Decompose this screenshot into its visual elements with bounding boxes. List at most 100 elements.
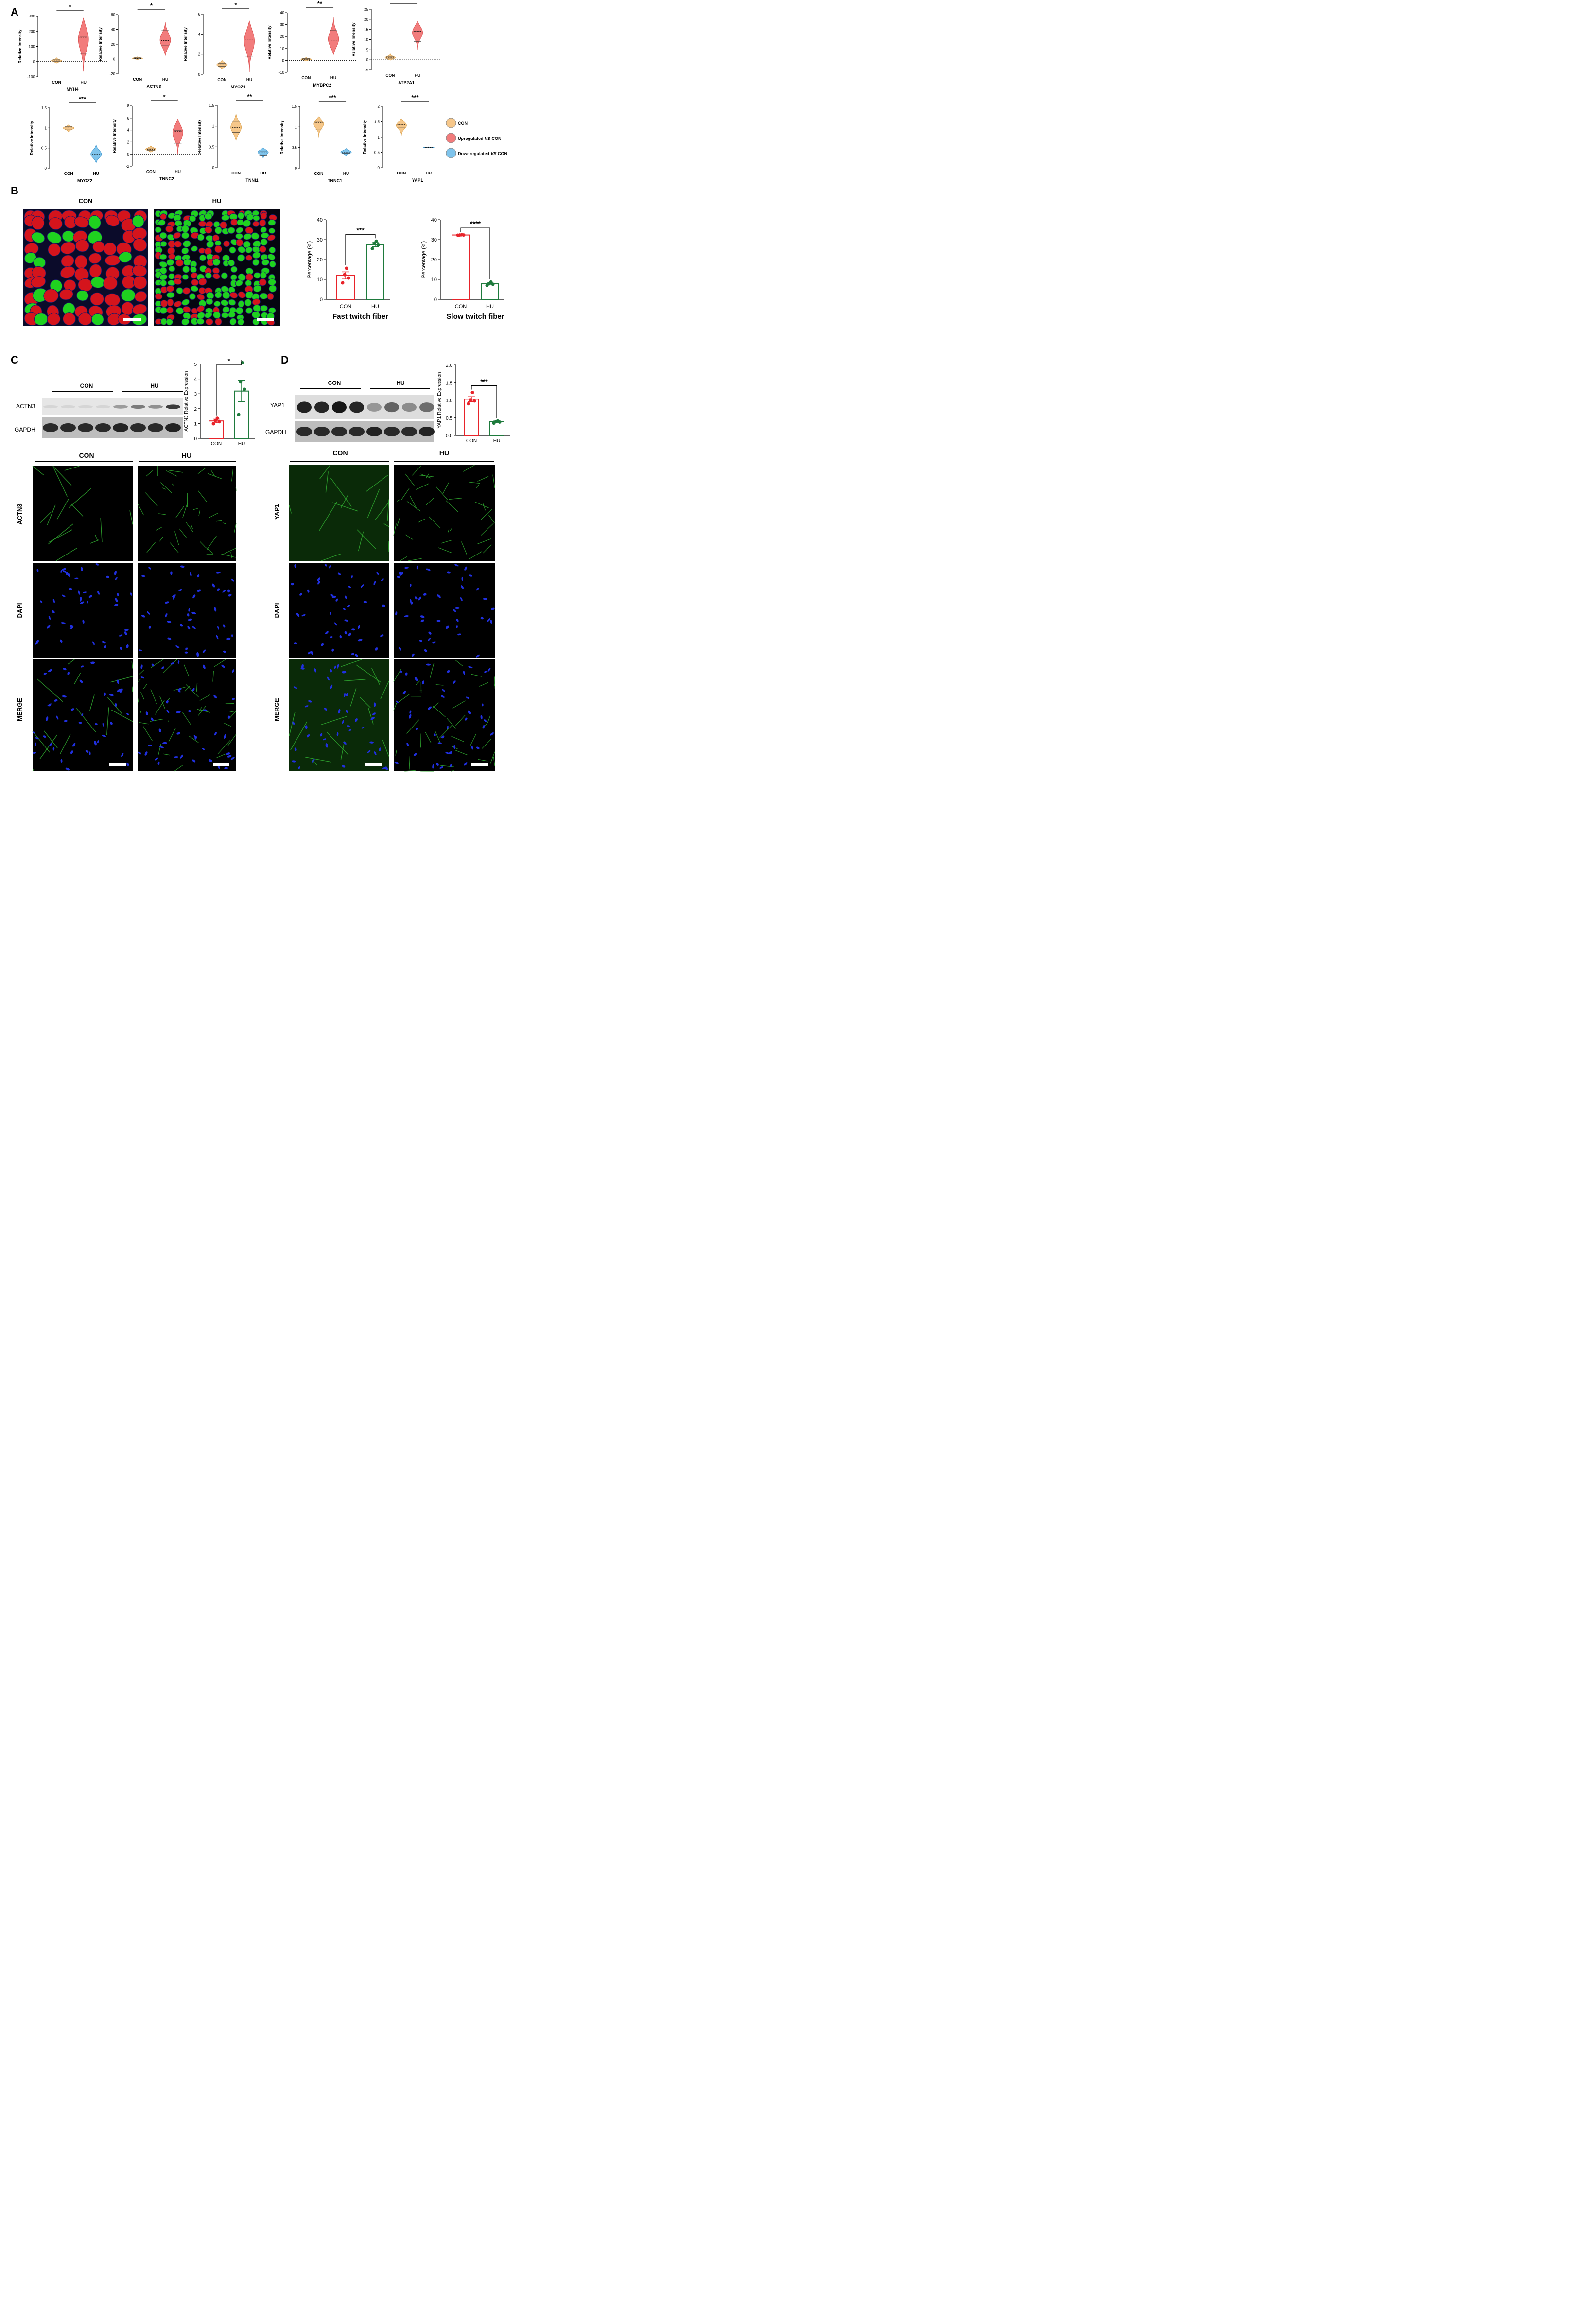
muscle-fiber — [60, 242, 76, 255]
y-tick-label: 30 — [317, 237, 323, 243]
y-tick-label: 0.5 — [446, 416, 452, 421]
membrane-stain — [405, 534, 414, 540]
membrane-stain — [76, 708, 96, 732]
nucleus — [165, 613, 168, 618]
membrane-stain — [455, 659, 463, 666]
nucleus — [490, 620, 493, 624]
nucleus — [409, 714, 412, 719]
nucleus — [484, 719, 487, 722]
nucleus — [330, 669, 332, 673]
membrane-stain — [461, 541, 468, 555]
muscle-fiber — [245, 246, 253, 254]
nucleus — [214, 731, 217, 736]
nucleus — [321, 643, 324, 646]
membrane-stain — [440, 765, 454, 767]
membrane-stain — [493, 756, 495, 766]
muscle-fiber — [213, 221, 220, 228]
x-tick-label: HU — [260, 171, 266, 175]
blot-c-hu-label: HU — [150, 382, 158, 389]
data-point — [347, 276, 350, 280]
membrane-stain — [146, 542, 156, 553]
nucleus — [117, 679, 119, 684]
data-point — [460, 233, 464, 237]
nucleus — [80, 596, 82, 602]
legend-label-up: Upregulated VS CON — [458, 136, 502, 141]
nucleus — [162, 742, 167, 744]
nucleus — [48, 616, 51, 620]
y-tick-label: 5 — [194, 362, 197, 367]
nucleus — [224, 734, 226, 739]
blot-band — [148, 405, 163, 409]
nucleus — [420, 615, 425, 618]
nucleus — [330, 594, 334, 597]
muscle-fiber — [182, 265, 190, 273]
panel-b-hu-label: HU — [212, 197, 222, 205]
membrane-stain — [408, 558, 422, 561]
nucleus — [489, 732, 494, 736]
nucleus — [62, 695, 67, 698]
nucleus — [476, 746, 480, 749]
membrane-stain — [469, 482, 480, 484]
y-tick-label: 0 — [198, 72, 201, 77]
y-tick-label: 4 — [198, 32, 201, 36]
nucleus — [64, 720, 68, 722]
nucleus — [347, 725, 350, 727]
y-tick-label: 60 — [111, 13, 115, 17]
bar-chart-fast: 0 10 20 30 40 Percentage (%) CON HU *** Fast twit… — [307, 217, 390, 321]
blot-c-top-label: ACTN3 — [16, 403, 35, 410]
nucleus — [375, 647, 378, 651]
muscle-fiber — [213, 300, 221, 307]
violin-hu — [258, 147, 269, 159]
membrane-stain — [450, 735, 465, 742]
muscle-fiber — [182, 306, 191, 313]
muscle-fiber — [259, 278, 267, 286]
y-tick-label: 8 — [127, 104, 130, 108]
nucleus — [148, 625, 151, 629]
violin-hu — [78, 17, 89, 72]
membrane-stain — [174, 764, 183, 772]
membrane-stain — [163, 659, 177, 673]
violin-con — [51, 57, 62, 64]
x-tick-label: CON — [231, 171, 241, 175]
membrane-stain — [321, 554, 341, 561]
membrane-stain — [452, 700, 466, 709]
blot-d-top-label: YAP1 — [270, 402, 285, 409]
membrane-stain — [90, 539, 100, 544]
muscle-fiber — [88, 253, 102, 264]
muscle-fiber — [166, 318, 173, 326]
membrane-stain — [406, 719, 419, 734]
membrane-stain — [212, 671, 214, 682]
if-image-merge2 — [138, 659, 237, 772]
membrane-stain — [143, 726, 153, 741]
nucleus — [119, 634, 123, 637]
nucleus — [217, 765, 220, 769]
blot-c-con-label: CON — [80, 382, 93, 389]
if-image-merge — [32, 659, 133, 772]
nucleus — [367, 750, 371, 753]
x-tick-label: HU — [246, 77, 252, 82]
nucleus — [114, 571, 117, 575]
membrane-stain — [222, 522, 227, 525]
membrane-stain — [37, 678, 64, 702]
muscle-fiber — [92, 241, 105, 253]
significance-stars: ** — [317, 0, 323, 7]
muscle-fiber — [229, 246, 236, 254]
y-tick-label: 0.5 — [41, 146, 47, 151]
nucleus — [422, 680, 425, 685]
membrane-stain — [401, 488, 410, 500]
muscle-fiber — [260, 271, 267, 279]
nucleus — [78, 590, 80, 595]
if-image-greenD — [289, 465, 389, 561]
nucleus — [158, 728, 161, 733]
nucleus — [327, 676, 330, 681]
muscle-fiber — [196, 305, 205, 312]
nucleus — [232, 669, 235, 673]
muscle-fiber — [189, 293, 196, 300]
muscle-fiber — [228, 311, 236, 318]
y-axis-label: Relative Intensity — [267, 25, 272, 59]
blot-band — [96, 405, 110, 409]
muscle-fiber — [260, 238, 268, 246]
muscle-fiber — [174, 278, 182, 285]
data-point — [491, 282, 495, 286]
nucleus — [166, 710, 170, 713]
